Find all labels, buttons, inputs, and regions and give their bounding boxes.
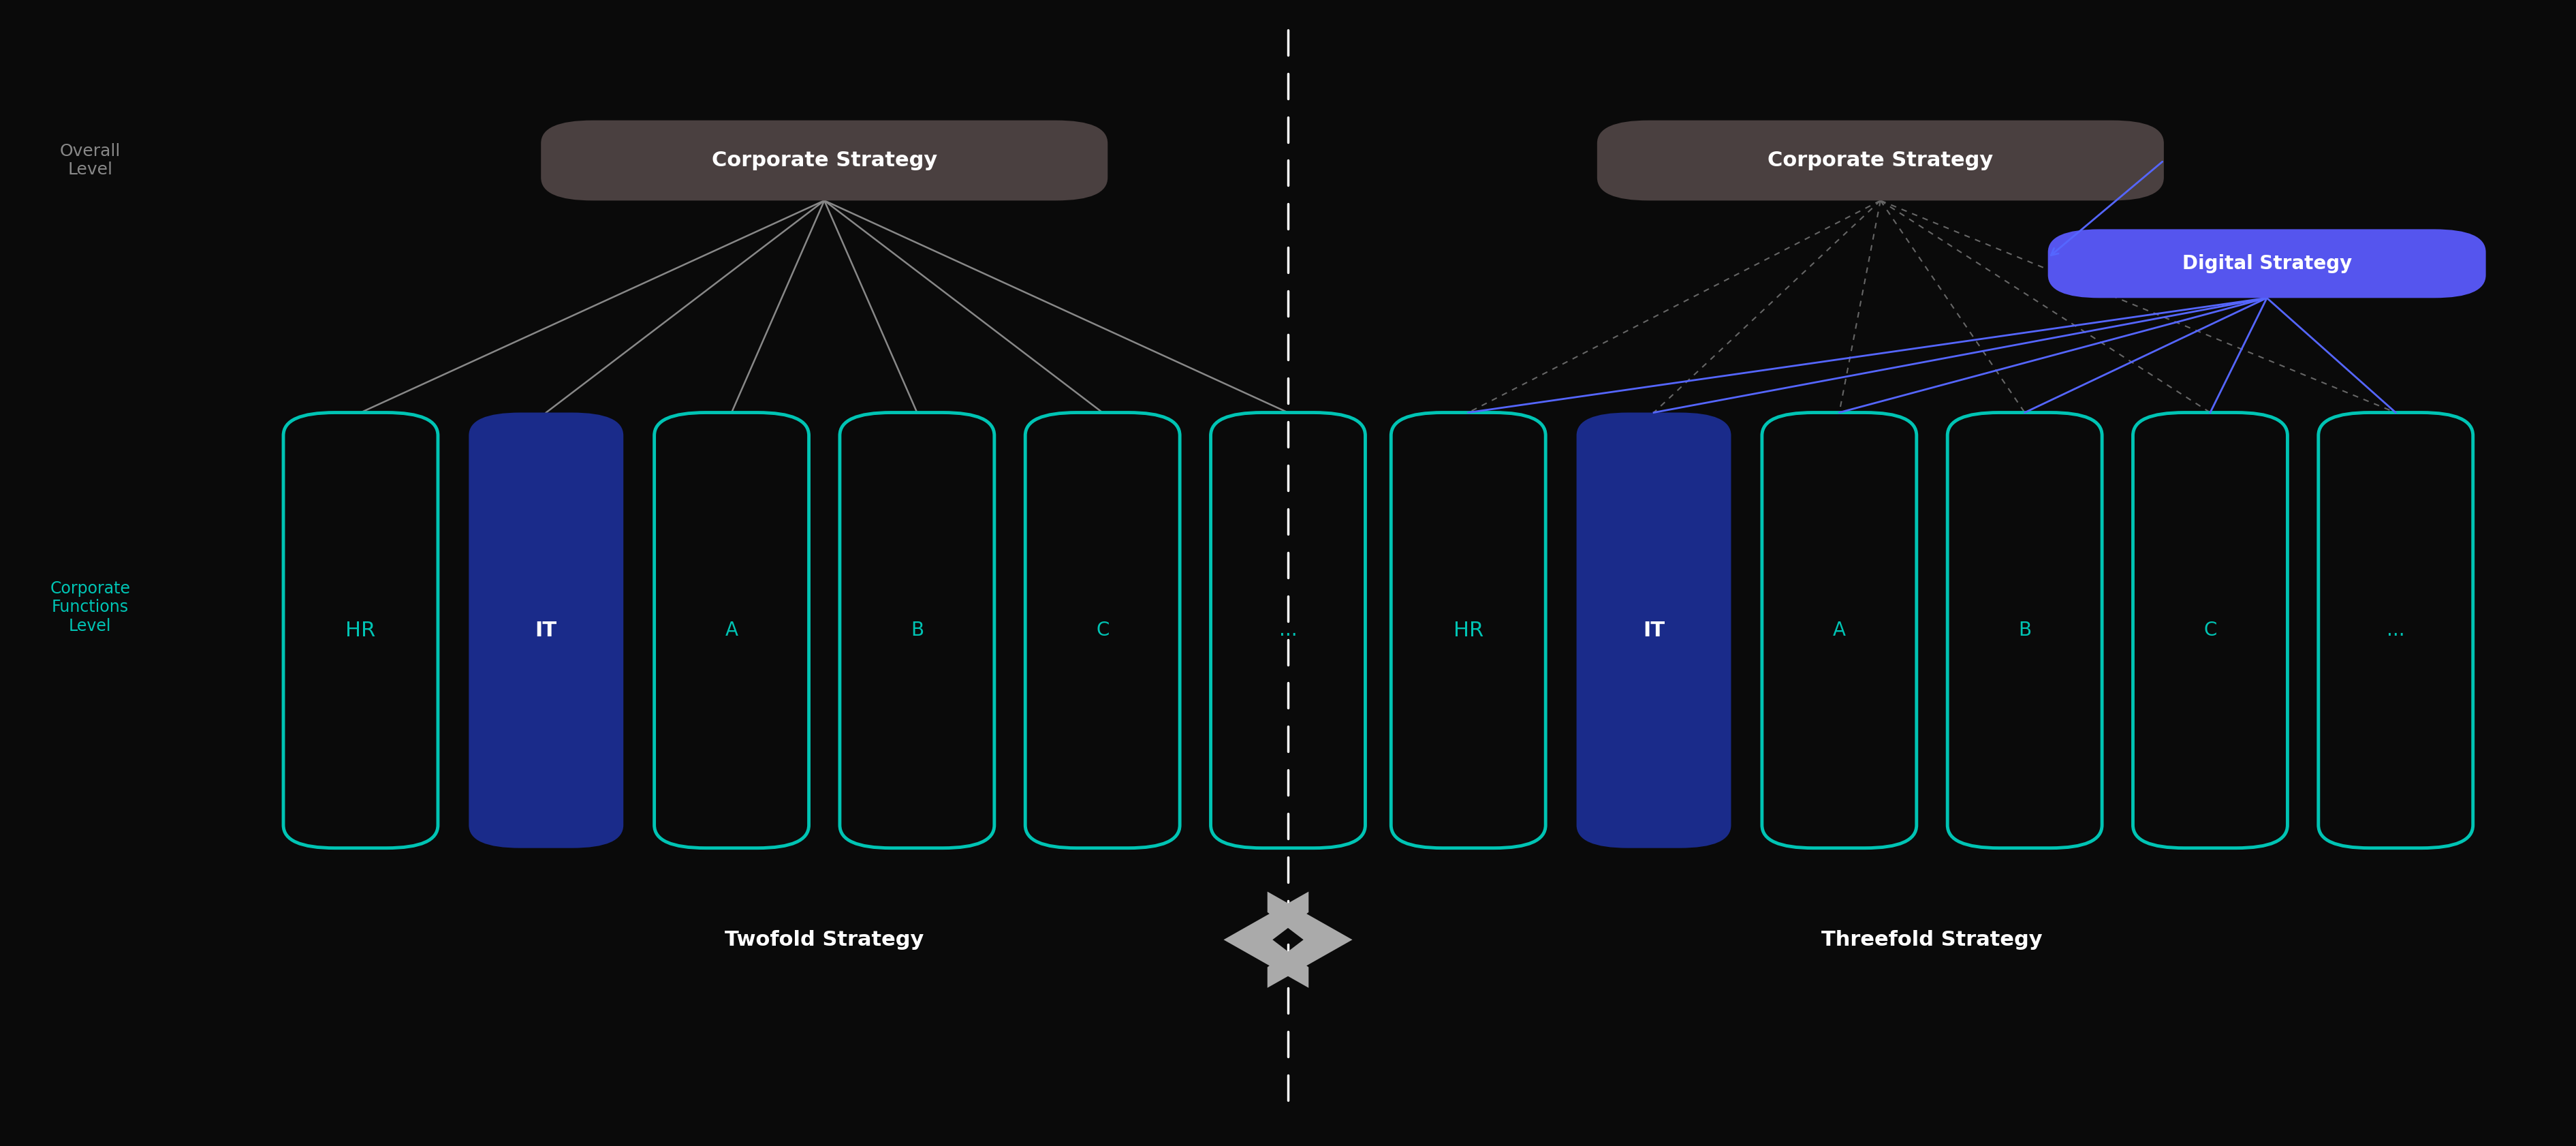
Text: IT: IT	[1643, 620, 1664, 641]
FancyBboxPatch shape	[2133, 413, 2287, 848]
Text: Twofold Strategy: Twofold Strategy	[724, 929, 925, 950]
FancyBboxPatch shape	[1391, 413, 1546, 848]
FancyBboxPatch shape	[541, 120, 1108, 201]
FancyBboxPatch shape	[1211, 413, 1365, 848]
FancyBboxPatch shape	[1762, 413, 1917, 848]
Text: C: C	[2202, 621, 2218, 639]
FancyBboxPatch shape	[2318, 413, 2473, 848]
FancyBboxPatch shape	[2048, 229, 2486, 298]
Polygon shape	[1267, 892, 1352, 988]
FancyBboxPatch shape	[1025, 413, 1180, 848]
FancyBboxPatch shape	[1947, 413, 2102, 848]
Text: A: A	[724, 621, 739, 639]
FancyBboxPatch shape	[840, 413, 994, 848]
Text: Corporate Strategy: Corporate Strategy	[1767, 150, 1994, 171]
Text: B: B	[909, 621, 925, 639]
Text: Corporate Strategy: Corporate Strategy	[711, 150, 938, 171]
Text: Corporate
Functions
Level: Corporate Functions Level	[49, 580, 131, 635]
Polygon shape	[1224, 892, 1309, 988]
Text: A: A	[1832, 621, 1847, 639]
FancyBboxPatch shape	[1597, 120, 2164, 201]
Text: C: C	[1095, 621, 1110, 639]
Text: Digital Strategy: Digital Strategy	[2182, 254, 2352, 273]
Text: HR: HR	[1453, 620, 1484, 641]
Text: HR: HR	[345, 620, 376, 641]
Text: ...: ...	[2385, 621, 2406, 639]
FancyBboxPatch shape	[283, 413, 438, 848]
FancyBboxPatch shape	[469, 413, 623, 848]
Text: ...: ...	[1278, 621, 1298, 639]
Text: Threefold Strategy: Threefold Strategy	[1821, 929, 2043, 950]
Text: Overall
Level: Overall Level	[59, 143, 121, 178]
FancyBboxPatch shape	[1577, 413, 1731, 848]
FancyBboxPatch shape	[654, 413, 809, 848]
Text: IT: IT	[536, 620, 556, 641]
Text: B: B	[2017, 621, 2032, 639]
